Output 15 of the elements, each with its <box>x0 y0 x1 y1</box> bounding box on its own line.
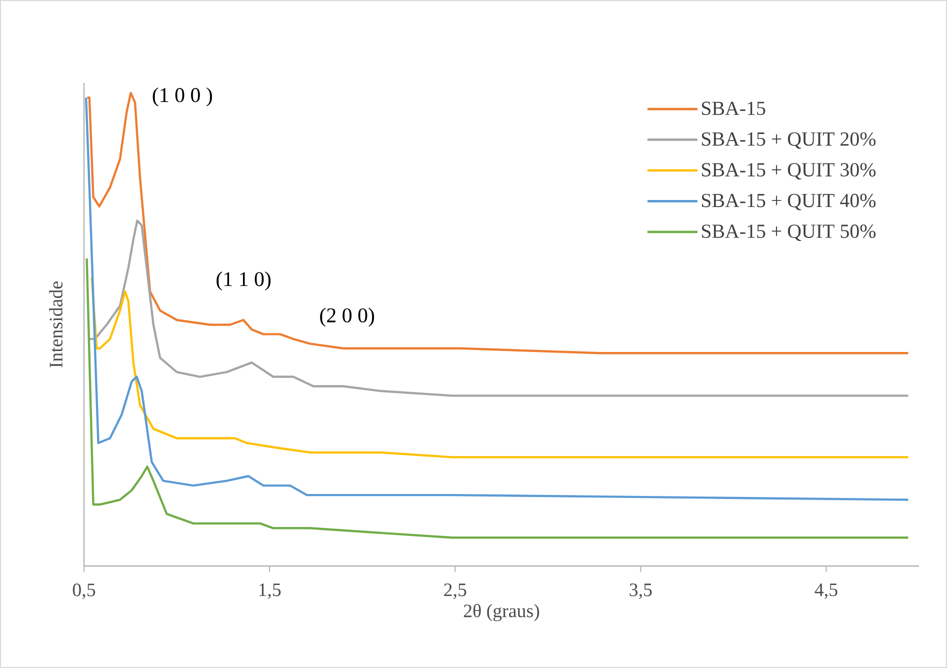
x-axis-title: 2θ (graus) <box>464 604 540 622</box>
x-tick-label: 0,5 <box>72 584 96 600</box>
y-axis-title: Intensidade <box>49 282 62 368</box>
legend-label: SBA-15 + QUIT 40% <box>702 194 876 210</box>
legend-label: SBA-15 + QUIT 20% <box>702 132 876 149</box>
x-tick-label: 3,5 <box>630 584 652 599</box>
legend-label: SBA-15 <box>702 102 766 116</box>
x-tick-label: 2,5 <box>444 584 466 599</box>
annotation: (1 1 0) <box>216 272 271 290</box>
legend-label: SBA-15 + QUIT 50% <box>702 224 876 242</box>
x-tick-label: 4,5 <box>814 584 838 599</box>
legend-label: SBA-15 + QUIT 30% <box>702 163 876 180</box>
x-tick-label: 1,5 <box>259 584 281 599</box>
annotation: (1 0 0 ) <box>152 87 212 106</box>
annotation: (2 0 0) <box>320 308 374 327</box>
